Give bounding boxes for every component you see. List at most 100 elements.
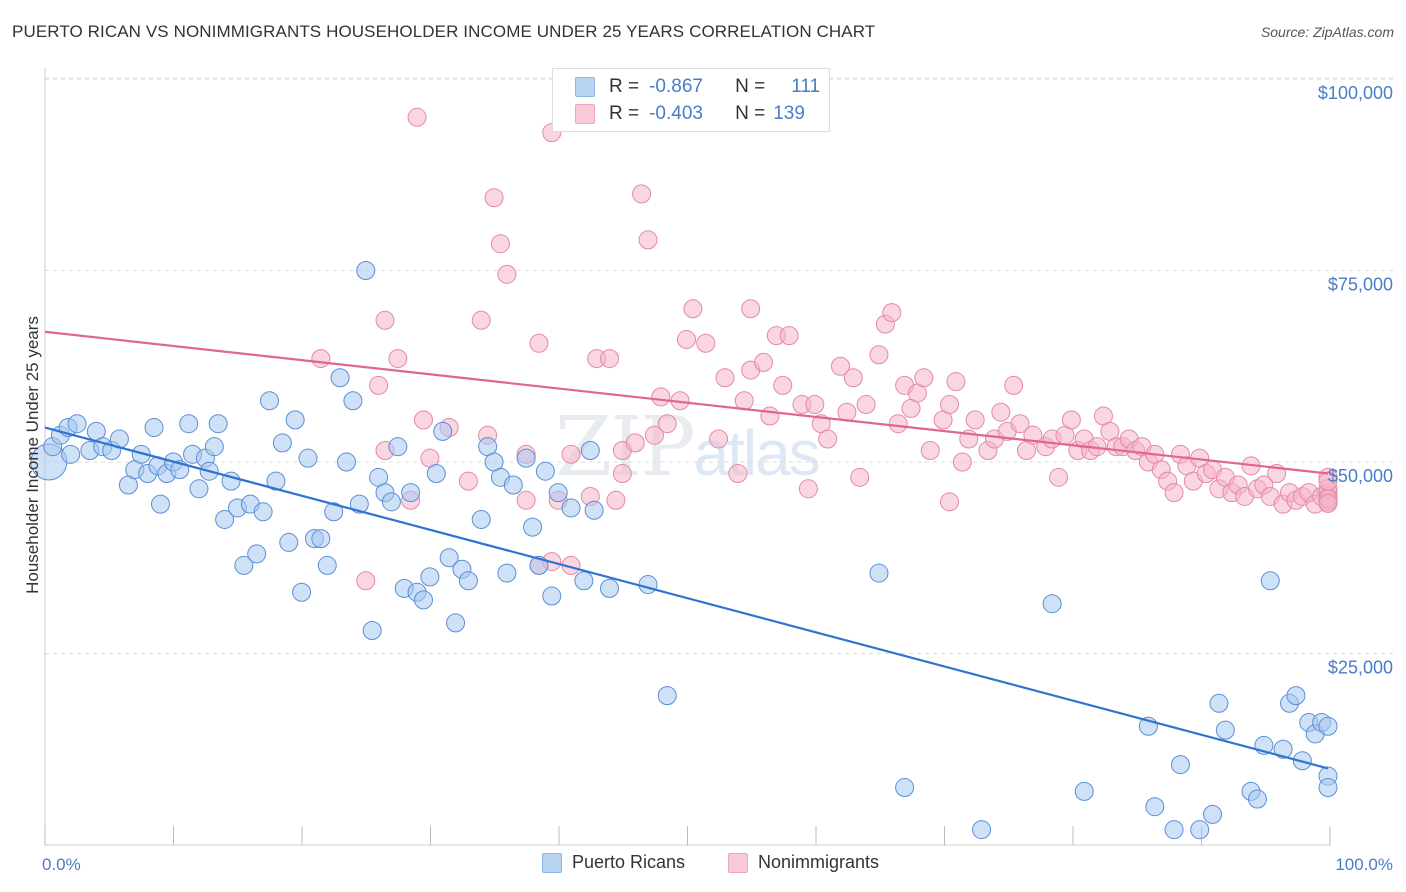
legend-n-value: 139 xyxy=(773,103,805,124)
nonimmigrants-point xyxy=(741,299,761,319)
nonimmigrants-point xyxy=(413,410,433,430)
y-tick-label: $25,000 xyxy=(1328,658,1393,678)
legend-n-label: N = xyxy=(735,103,766,124)
puerto-ricans-point xyxy=(343,391,363,411)
puerto-ricans-point xyxy=(433,421,453,441)
puerto-ricans-point xyxy=(324,502,344,522)
nonimmigrants-point xyxy=(856,395,876,415)
puerto-ricans-point xyxy=(150,494,170,514)
puerto-ricans-point xyxy=(426,463,446,483)
x-tick-label: 0.0% xyxy=(42,855,81,874)
nonimmigrants-point xyxy=(798,479,818,499)
puerto-ricans-point xyxy=(584,500,604,520)
puerto-ricans-point xyxy=(439,548,459,568)
correlation-legend: R = -0.867 N = 111 R = -0.403 N = 139 xyxy=(552,68,830,132)
nonimmigrants-point xyxy=(779,326,799,346)
puerto-ricans-point xyxy=(401,483,421,503)
series-legend-puerto-ricans[interactable]: Puerto Ricans xyxy=(542,852,685,873)
puerto-ricans-point xyxy=(234,555,254,575)
puerto-ricans-point xyxy=(1273,739,1293,759)
legend-swatch-pink xyxy=(575,104,595,124)
puerto-ricans-point xyxy=(869,563,889,583)
nonimmigrants-point xyxy=(356,571,376,591)
nonimmigrants-point xyxy=(657,414,677,434)
legend-swatch-blue xyxy=(542,852,562,873)
puerto-ricans-point xyxy=(516,448,536,468)
nonimmigrants-point xyxy=(914,368,934,388)
puerto-ricans-points xyxy=(30,261,1338,840)
nonimmigrants-point xyxy=(683,299,703,319)
nonimmigrants-point xyxy=(940,395,960,415)
puerto-ricans-point xyxy=(266,471,286,491)
nonimmigrants-point xyxy=(715,368,735,388)
puerto-ricans-trendline xyxy=(44,426,1329,770)
nonimmigrants-point xyxy=(1004,375,1024,395)
puerto-ricans-point xyxy=(1209,693,1229,713)
nonimmigrants-point xyxy=(375,310,395,330)
puerto-ricans-point xyxy=(497,563,517,583)
puerto-ricans-point xyxy=(131,444,151,464)
nonimmigrants-point xyxy=(837,402,857,422)
puerto-ricans-point xyxy=(542,586,562,606)
puerto-ricans-point xyxy=(144,418,164,438)
nonimmigrants-point xyxy=(677,329,696,349)
nonimmigrants-point xyxy=(490,234,510,254)
series-legend-nonimmigrants[interactable]: Nonimmigrants xyxy=(728,852,879,873)
nonimmigrants-point xyxy=(458,471,478,491)
nonimmigrants-point xyxy=(952,452,972,472)
puerto-ricans-point xyxy=(561,498,581,518)
nonimmigrants-point xyxy=(696,333,716,353)
nonimmigrants-point xyxy=(497,264,517,284)
nonimmigrants-point xyxy=(644,425,664,445)
puerto-ricans-point xyxy=(503,475,523,495)
nonimmigrants-point xyxy=(1010,414,1030,434)
nonimmigrants-point xyxy=(843,368,863,388)
nonimmigrants-point xyxy=(529,333,549,353)
legend-r-label: R = xyxy=(609,103,640,124)
puerto-ricans-point xyxy=(337,452,357,472)
puerto-ricans-point xyxy=(1215,720,1235,740)
trend-lines xyxy=(44,330,1329,770)
nonimmigrants-points xyxy=(311,107,1338,591)
puerto-ricans-point xyxy=(420,567,440,587)
nonimmigrants-point xyxy=(818,429,838,449)
nonimmigrants-point xyxy=(920,441,940,461)
puerto-ricans-point xyxy=(285,410,305,430)
nonimmigrants-point xyxy=(830,356,850,376)
nonimmigrants-point xyxy=(760,406,780,426)
legend-row-nonimmigrants: R = -0.403 N = 139 xyxy=(575,102,805,126)
nonimmigrants-point xyxy=(991,402,1011,422)
legend-n-value: 111 xyxy=(791,76,821,97)
puerto-ricans-point xyxy=(574,571,594,591)
puerto-ricans-point xyxy=(298,448,318,468)
legend-row-puerto-ricans: R = -0.867 N = 111 xyxy=(575,75,820,99)
legend-n-label: N = xyxy=(735,76,766,97)
y-axis-label: Householder Income Under 25 years xyxy=(23,316,42,594)
puerto-ricans-point xyxy=(1164,820,1184,840)
puerto-ricans-point xyxy=(1170,755,1190,775)
nonimmigrants-point xyxy=(1318,471,1338,491)
series-label: Nonimmigrants xyxy=(758,852,880,872)
nonimmigrants-point xyxy=(888,414,908,434)
nonimmigrants-point xyxy=(311,349,331,369)
nonimmigrants-trendline xyxy=(44,330,1329,475)
nonimmigrants-point xyxy=(1049,467,1069,487)
nonimmigrants-point xyxy=(407,107,427,127)
nonimmigrants-point xyxy=(940,492,960,512)
puerto-ricans-point xyxy=(67,414,87,434)
legend-swatch-pink xyxy=(728,852,748,873)
puerto-ricans-point xyxy=(413,590,433,610)
puerto-ricans-point xyxy=(523,517,543,537)
puerto-ricans-point xyxy=(381,492,401,512)
nonimmigrants-point xyxy=(484,188,504,208)
nonimmigrants-point xyxy=(946,372,966,392)
nonimmigrants-point xyxy=(600,349,620,369)
nonimmigrants-point xyxy=(561,444,581,464)
puerto-ricans-point xyxy=(972,820,992,840)
puerto-ricans-point xyxy=(1318,716,1338,736)
nonimmigrants-point xyxy=(1061,410,1081,430)
chart-title: PUERTO RICAN VS NONIMMIGRANTS HOUSEHOLDE… xyxy=(12,22,876,41)
puerto-ricans-point xyxy=(362,621,382,641)
axis-labels: $25,000 $50,000 $75,000 $100,000 0.0% 100.0% H… xyxy=(23,83,1393,874)
